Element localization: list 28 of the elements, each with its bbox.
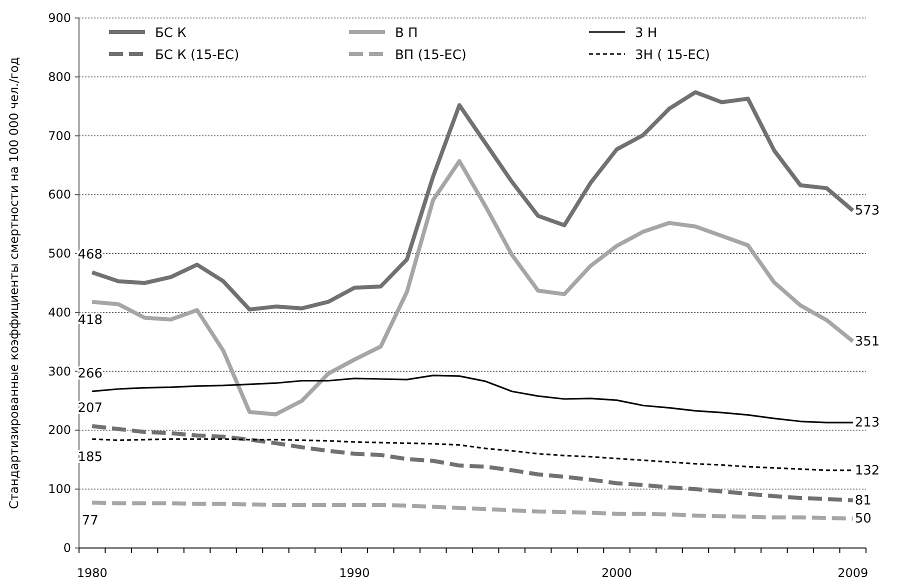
x-tick-label: 2000 xyxy=(602,566,632,580)
y-tick-label: 500 xyxy=(48,246,71,261)
y-axis-title: Стандартизированные коэффициенты смертности на 100 000 чел./год xyxy=(7,57,21,509)
y-tick-label: 200 xyxy=(48,423,71,438)
data-label: 50 xyxy=(854,512,872,527)
x-tick-label: 1990 xyxy=(339,566,370,580)
data-label: 77 xyxy=(82,514,98,529)
y-tick-label: 600 xyxy=(48,188,71,202)
data-label: 573 xyxy=(854,204,880,219)
legend-label: БС К xyxy=(155,26,186,41)
legend-label: БС К (15-ЕС) xyxy=(155,48,240,63)
y-tick-label: 800 xyxy=(48,70,71,84)
legend-label: 3Н ( 15-ЕС) xyxy=(635,48,710,63)
x-tick-label: 1980 xyxy=(76,566,108,580)
y-tick-label: 100 xyxy=(48,482,71,496)
data-label: 132 xyxy=(854,463,880,478)
data-label: 81 xyxy=(854,493,872,508)
legend-label: 3 Н xyxy=(635,26,658,41)
legend-label: В П xyxy=(395,26,418,41)
y-tick-label: 900 xyxy=(48,11,71,25)
data-label: 213 xyxy=(854,416,880,431)
data-label: 351 xyxy=(854,334,880,350)
y-tick-label: 300 xyxy=(48,364,71,378)
y-tick-label: 0 xyxy=(63,541,71,555)
legend-label: ВП (15-ЕС) xyxy=(395,48,466,63)
y-tick-label: 400 xyxy=(48,305,71,320)
y-tick-label: 700 xyxy=(48,128,71,143)
x-tick-label: 2009 xyxy=(838,566,868,580)
